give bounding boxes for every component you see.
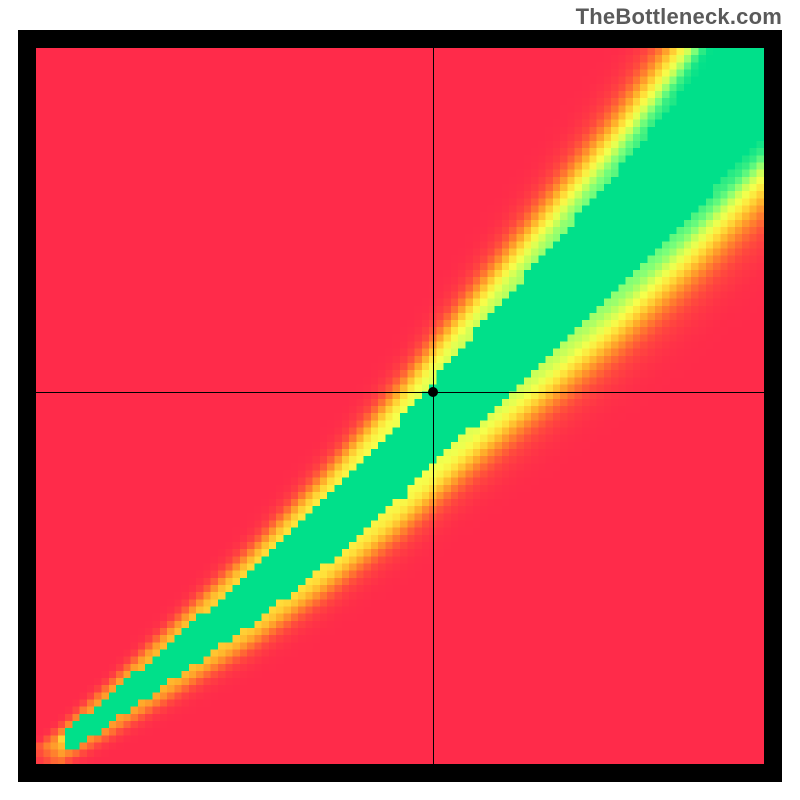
heatmap-canvas — [36, 48, 764, 764]
crosshair-horizontal-line — [36, 392, 764, 393]
crosshair-vertical-line — [433, 48, 434, 764]
chart-container: TheBottleneck.com — [0, 0, 800, 800]
crosshair-marker — [428, 387, 438, 397]
chart-frame — [18, 30, 782, 782]
attribution-label: TheBottleneck.com — [576, 4, 782, 30]
